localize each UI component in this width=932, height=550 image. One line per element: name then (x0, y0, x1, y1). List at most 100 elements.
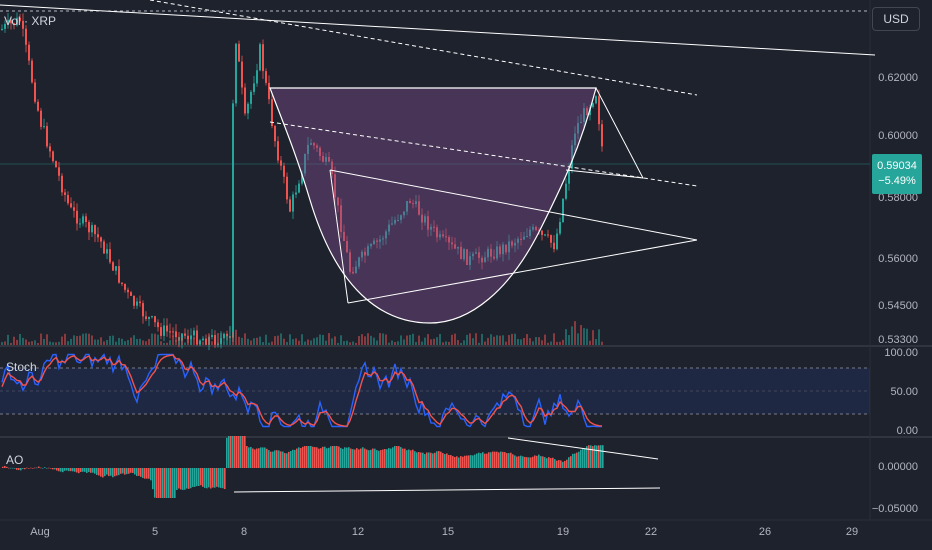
ao-bar (124, 468, 126, 475)
price-tick: 0.54500 (878, 300, 918, 312)
volume-bar (397, 341, 399, 345)
ao-bar (284, 453, 286, 468)
candle-body (508, 241, 510, 253)
volume-bar (7, 334, 9, 345)
candle-body (43, 126, 45, 128)
candle-body (250, 91, 252, 104)
candle-body (223, 333, 225, 339)
volume-bar (187, 338, 189, 345)
volume-bar (172, 335, 174, 345)
ao-bar (426, 452, 428, 468)
ao-bar (352, 449, 354, 468)
volume-bar (373, 337, 375, 345)
volume-bar (412, 333, 414, 345)
ao-bar (476, 453, 478, 468)
candle-body (379, 239, 381, 242)
ao-bar (404, 448, 406, 468)
volume-bar (316, 337, 318, 345)
ao-bar (380, 450, 382, 468)
handle-triangle (565, 87, 644, 179)
ao-bar (410, 450, 412, 468)
candle-body (235, 43, 237, 104)
ao-bar (534, 455, 536, 468)
volume-bar (130, 337, 132, 345)
ao-bar (136, 468, 138, 477)
ao-bar (442, 453, 444, 468)
ao-bar (562, 461, 564, 468)
volume-bar (76, 336, 78, 345)
volume-bar (529, 338, 531, 345)
volume-bar (292, 339, 294, 345)
ao-bar (524, 456, 526, 468)
ao-bar (12, 467, 14, 469)
ao-bar (384, 449, 386, 468)
ao-bar (462, 456, 464, 468)
ao-bar (236, 436, 238, 468)
stoch-d-line (1, 354, 603, 427)
volume-bar (31, 341, 33, 345)
ao-bar (530, 457, 532, 468)
volume-bar (280, 333, 282, 345)
ao-bar (218, 468, 220, 488)
candle-body (448, 237, 450, 243)
long-trendline (0, 4, 876, 56)
time-tick: 19 (556, 526, 570, 538)
ao-bar (262, 447, 264, 468)
volume-bar (160, 341, 162, 345)
candle-body (388, 224, 390, 232)
volume-bar (472, 338, 474, 345)
candle-body (424, 216, 426, 223)
volume-bar (40, 333, 42, 345)
volume-bar (154, 333, 156, 345)
ao-bar (202, 468, 204, 487)
currency-button[interactable]: USD (872, 7, 920, 31)
volume-bar (85, 333, 87, 345)
candle-body (496, 246, 498, 259)
volume-bar (49, 341, 51, 345)
candle-body (202, 338, 204, 341)
ao-bar (198, 468, 200, 486)
ao-bar (92, 468, 94, 473)
volume-bar (583, 328, 585, 345)
volume-bar (559, 341, 561, 345)
volume-bar (523, 337, 525, 345)
volume-bar (514, 333, 516, 345)
candle-body (595, 96, 597, 104)
volume-bar (235, 329, 237, 345)
ao-bar (550, 458, 552, 468)
ao-bar (584, 448, 586, 468)
candle-body (484, 257, 486, 263)
ao-bar (340, 447, 342, 468)
candle-body (301, 173, 303, 184)
candle-body (253, 83, 255, 92)
ao-bar (176, 468, 178, 490)
candle-body (430, 226, 432, 230)
ao-bar (408, 449, 410, 468)
ao-bar (320, 448, 322, 468)
ao-bar (420, 452, 422, 468)
stoch-band (0, 368, 870, 414)
candle-body (397, 219, 399, 221)
volume-bar (457, 340, 459, 345)
ao-bar (392, 447, 394, 468)
volume-bar (241, 337, 243, 345)
ao-bar (470, 455, 472, 468)
ao-bar (42, 467, 44, 469)
ao-bar (64, 468, 66, 471)
ao-bar (432, 453, 434, 468)
ao-bar (572, 453, 574, 468)
ao-bar (76, 468, 78, 473)
volume-bar (409, 334, 411, 345)
candle-body (334, 174, 336, 198)
ao-bar (450, 455, 452, 468)
candle-body (592, 103, 594, 107)
candle-body (52, 151, 54, 162)
candle-body (469, 256, 471, 265)
volume-bar (106, 340, 108, 345)
candle-body (115, 266, 117, 271)
ao-bar (592, 446, 594, 468)
volume-bar (265, 334, 267, 345)
candle-body (118, 266, 120, 283)
volume-bar (328, 333, 330, 345)
